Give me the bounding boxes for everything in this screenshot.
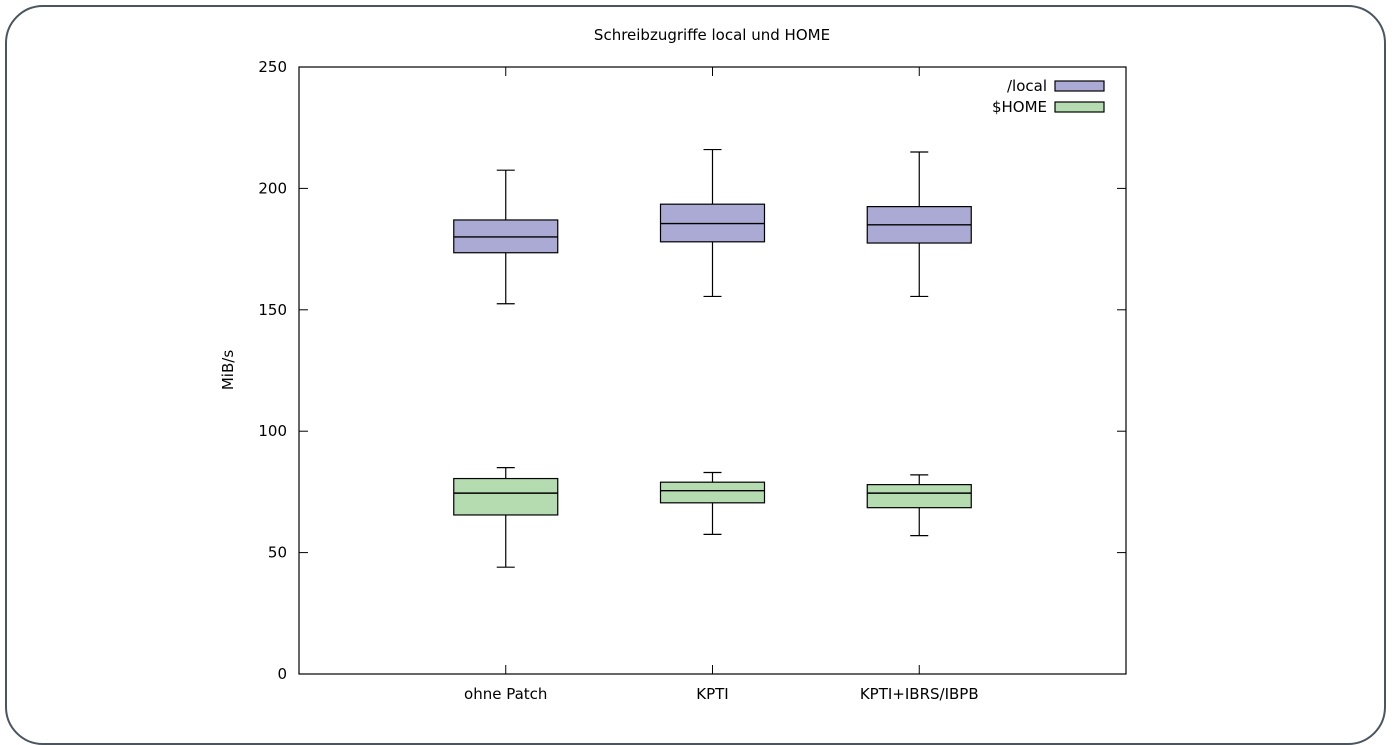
y-tick-label: 250	[258, 58, 287, 76]
y-tick-label: 50	[268, 544, 287, 562]
legend-swatch	[1054, 101, 1105, 113]
box-home	[866, 484, 972, 509]
y-tick-label: 0	[277, 665, 287, 683]
legend-label: /local	[1007, 77, 1047, 95]
legend-label: $HOME	[992, 98, 1047, 116]
legend-swatch	[1054, 80, 1105, 92]
box-home	[659, 481, 766, 504]
plot-area: 0 50 100 150 200 250 ohne Patch KPTI KPTI+IBRS/I…	[258, 58, 1127, 703]
chart-frame	[5, 5, 1386, 745]
x-tick-label: ohne Patch	[464, 685, 547, 703]
chart-svg: Schreibzugriffe local und HOME MiB/s 0 50…	[219, 26, 1127, 703]
y-tick-label: 200	[258, 179, 287, 197]
y-tick-label: 100	[258, 422, 287, 440]
x-tick-label: KPTI+IBRS/IBPB	[860, 685, 979, 703]
y-axis-label: MiB/s	[219, 350, 237, 390]
chart-title: Schreibzugriffe local und HOME	[594, 26, 830, 44]
y-tick-label: 150	[258, 301, 287, 319]
box-home	[453, 477, 559, 516]
x-tick-label: KPTI	[696, 685, 728, 703]
